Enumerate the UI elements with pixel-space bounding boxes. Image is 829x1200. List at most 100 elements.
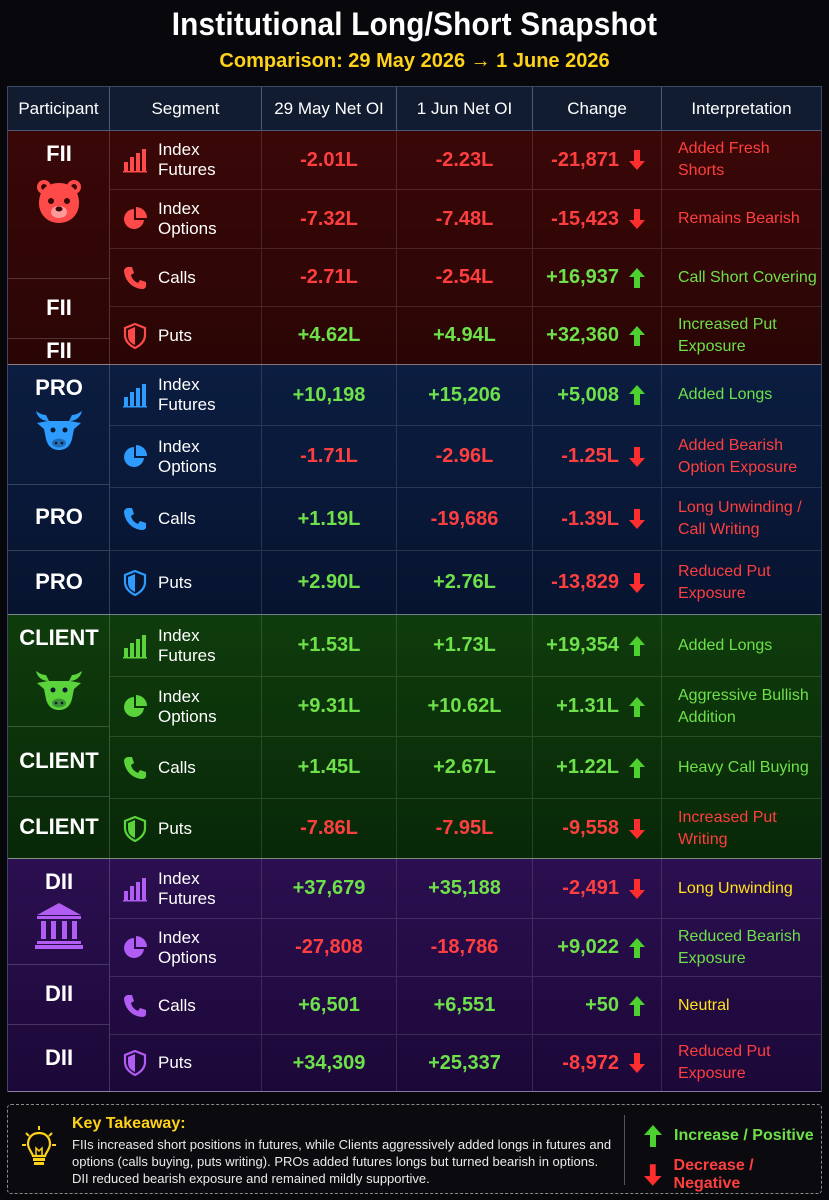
change-value: -1.25L <box>561 445 619 467</box>
participant-label: FII <box>46 141 72 166</box>
legend-decrease: Decrease / Negative <box>644 1157 821 1193</box>
arrow-down-icon <box>629 446 645 467</box>
change-value: +1.31L <box>556 695 619 717</box>
arrow-down-icon <box>629 509 645 529</box>
lightbulb-icon <box>22 1126 56 1165</box>
may29-value: -2.71L <box>262 249 397 306</box>
participant-cell <box>8 485 110 551</box>
segment-cell: Puts <box>110 799 262 858</box>
table-row: Index Options -1.71L -2.96L -1.25L Added Bea… <box>110 426 821 488</box>
arrow-down-icon <box>629 878 645 899</box>
jun1-value: +6,551 <box>397 977 533 1034</box>
change-value: +16,937 <box>546 266 619 288</box>
legend-decrease-label: Decrease / Negative <box>673 1157 754 1192</box>
table-row: Index Options -7.32L -7.48L -15,423 Remains … <box>110 190 821 249</box>
may29-value: +6,501 <box>262 977 397 1034</box>
segment-label: Index Futures <box>158 375 216 414</box>
jun1-value: -19,686 <box>397 488 533 550</box>
interpretation-text: Increased Put Writing <box>678 808 777 848</box>
arrow-down-icon <box>629 209 645 229</box>
segment-cell: Calls <box>110 249 262 306</box>
change-cell: +1.31L <box>533 677 662 736</box>
table-row: Index Options -27,808 -18,786 +9,022 Reduced… <box>110 919 821 977</box>
change-cell: -13,829 <box>533 551 662 614</box>
interpretation-text: Aggressive Bullish Addition <box>678 686 809 726</box>
table-row: Calls +1.19L -19,686 -1.39L Long Unwinding /… <box>110 488 821 551</box>
may29-value: +4.62L <box>262 307 397 364</box>
arrow-up-icon <box>629 635 645 656</box>
jun1-value: -2.23L <box>397 131 533 189</box>
table-row: Index Futures +1.53L +1.73L +19,354 Added Lo… <box>110 615 821 677</box>
segment-cell: Calls <box>110 977 262 1034</box>
bull-icon <box>34 403 84 453</box>
change-value: -2,491 <box>562 877 619 899</box>
jun1-value: -7.95L <box>397 799 533 858</box>
table-row: Index Futures -2.01L -2.23L -21,871 Added Fr… <box>110 131 821 190</box>
takeaway-title: Key Takeaway: <box>72 1115 186 1132</box>
takeaway-divider <box>624 1115 625 1185</box>
jun1-value: +15,206 <box>397 365 533 425</box>
participant-cell <box>8 965 110 1025</box>
segment-label: Index Futures <box>158 625 216 665</box>
may29-value: +2.90L <box>262 551 397 614</box>
segment-label: Index Options <box>158 927 217 967</box>
segment-cell: Index Futures <box>110 859 262 918</box>
arrow-down-icon <box>629 572 645 593</box>
pie-chart-icon <box>122 694 148 720</box>
segment-cell: Calls <box>110 488 262 550</box>
shield-icon <box>122 815 148 842</box>
interpretation-text: Remains Bearish <box>678 210 800 227</box>
change-value: +9,022 <box>557 936 619 958</box>
table-row: Calls +6,501 +6,551 +50 Neutral <box>110 977 821 1035</box>
arrow-up-icon <box>629 267 645 288</box>
jun1-value: +25,337 <box>397 1035 533 1091</box>
change-value: -9,558 <box>562 817 619 839</box>
jun1-value: +1.73L <box>397 615 533 676</box>
segment-cell: Puts <box>110 307 262 364</box>
interpretation-text: Reduced Put Exposure <box>678 562 771 602</box>
change-cell: +1.22L <box>533 737 662 798</box>
may29-value: +37,679 <box>262 859 397 918</box>
participant-cell <box>8 365 110 485</box>
table-row: Puts +4.62L +4.94L +32,360 Increased Put Exp… <box>110 307 821 365</box>
pie-chart-icon <box>122 935 148 961</box>
may29-value: +10,198 <box>262 365 397 425</box>
table-row: Index Futures +37,679 +35,188 -2,491 Long Un… <box>110 859 821 919</box>
participant-label: PRO <box>35 504 83 529</box>
interpretation-text: Increased Put Exposure <box>678 315 777 355</box>
bar-chart-icon <box>122 876 148 902</box>
header-jun1: 1 Jun Net OI <box>397 87 533 131</box>
participant-label: PRO <box>35 375 83 400</box>
change-value: -13,829 <box>551 571 619 593</box>
arrow-up-icon <box>629 696 645 717</box>
segment-label: Puts <box>158 1053 193 1072</box>
segment-cell: Index Futures <box>110 131 262 189</box>
group-client: CLIENT CLIENT CLIENT Index Futures +1.53L +1.… <box>8 615 821 859</box>
phone-icon <box>122 265 148 291</box>
bear-icon <box>34 177 84 227</box>
participant-label: FII <box>46 338 72 363</box>
segment-label: Index Futures <box>158 140 216 179</box>
may29-value: +1.45L <box>262 737 397 798</box>
arrow-up-icon <box>644 1125 662 1147</box>
bar-chart-icon <box>122 633 148 659</box>
change-value: +1.22L <box>556 756 619 778</box>
interpretation-text: Reduced Put Exposure <box>678 1043 771 1082</box>
header-change: Change <box>533 87 662 131</box>
interpretation-text: Heavy Call Buying <box>678 758 809 776</box>
change-cell: +50 <box>533 977 662 1034</box>
participant-label: CLIENT <box>19 814 99 839</box>
change-value: -8,972 <box>562 1051 619 1074</box>
header-interpretation: Interpretation <box>691 99 792 118</box>
may29-value: -27,808 <box>262 919 397 976</box>
participant-cell <box>8 797 110 859</box>
shield-icon <box>122 322 148 349</box>
interpretation-text: Added Bearish Option Exposure <box>678 436 798 476</box>
pie-chart-icon <box>122 444 148 470</box>
segment-cell: Puts <box>110 551 262 614</box>
interpretation-text: Reduced Bearish Exposure <box>678 927 801 967</box>
segment-label: Index Options <box>158 436 217 476</box>
arrow-down-icon <box>629 150 645 170</box>
change-cell: +5,008 <box>533 365 662 425</box>
interpretation-text: Added Fresh Shorts <box>678 140 770 179</box>
